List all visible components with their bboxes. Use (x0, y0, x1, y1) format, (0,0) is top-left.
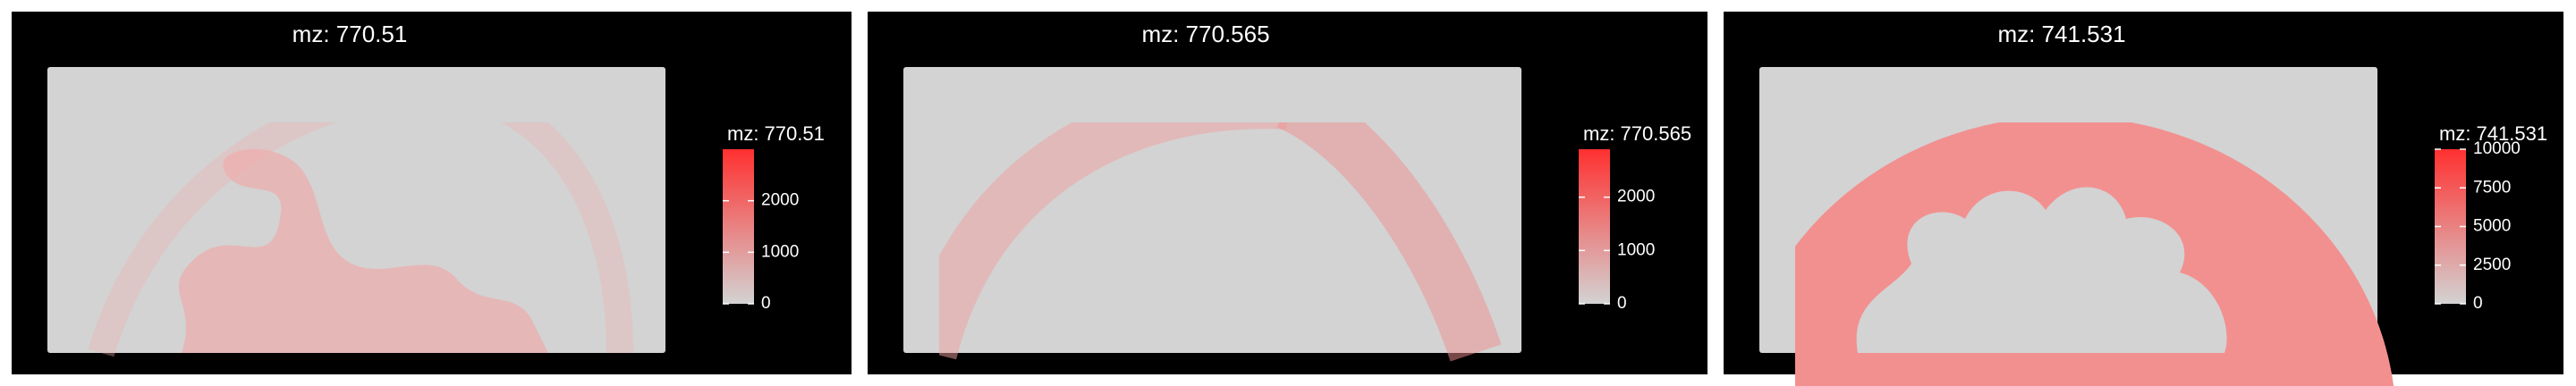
tick-label: 0 (761, 294, 771, 313)
lobes (1856, 187, 2227, 353)
tick-label: 2500 (2473, 256, 2511, 274)
tissue-arc (939, 122, 1290, 360)
tick-label: 0 (1617, 294, 1627, 313)
tick-label: 1000 (1617, 240, 1655, 259)
tick-label: 1000 (761, 242, 799, 261)
colorbar (1579, 149, 1610, 304)
legend-title: mz: 770.565 (1583, 122, 1691, 145)
colorbar (723, 149, 754, 304)
tick-label: 0 (2473, 294, 2483, 313)
image (939, 122, 1502, 362)
tick-label: 7500 (2473, 178, 2511, 197)
tissue (178, 148, 548, 353)
tick-label: 5000 (2473, 217, 2511, 236)
tick-label: 2000 (1617, 188, 1655, 206)
panel: mz: 741.531 mz: 741.531 0 2500 5000 7500 10000 (1724, 12, 2563, 386)
legend-title: mz: 770.51 (727, 122, 825, 145)
tissue-arc (1276, 122, 1502, 362)
panel: mz: 770.565 mz: 770.565 0 1000 2000 (868, 12, 1707, 374)
panel-title: mz: 741.531 (1997, 21, 2125, 47)
tissue (1795, 122, 2396, 386)
legend-title: mz: 741.531 (2439, 122, 2547, 145)
panel: mz: 770.51 mz: 770.51 0 1000 2000 (12, 12, 852, 374)
tick-label: 10000 (2473, 139, 2521, 158)
panel-title: mz: 770.51 (292, 21, 408, 47)
image (1795, 122, 2396, 386)
tick-label: 2000 (761, 191, 799, 210)
tissue-arc (88, 122, 633, 357)
panel-title: mz: 770.565 (1141, 21, 1269, 47)
image (88, 122, 633, 357)
